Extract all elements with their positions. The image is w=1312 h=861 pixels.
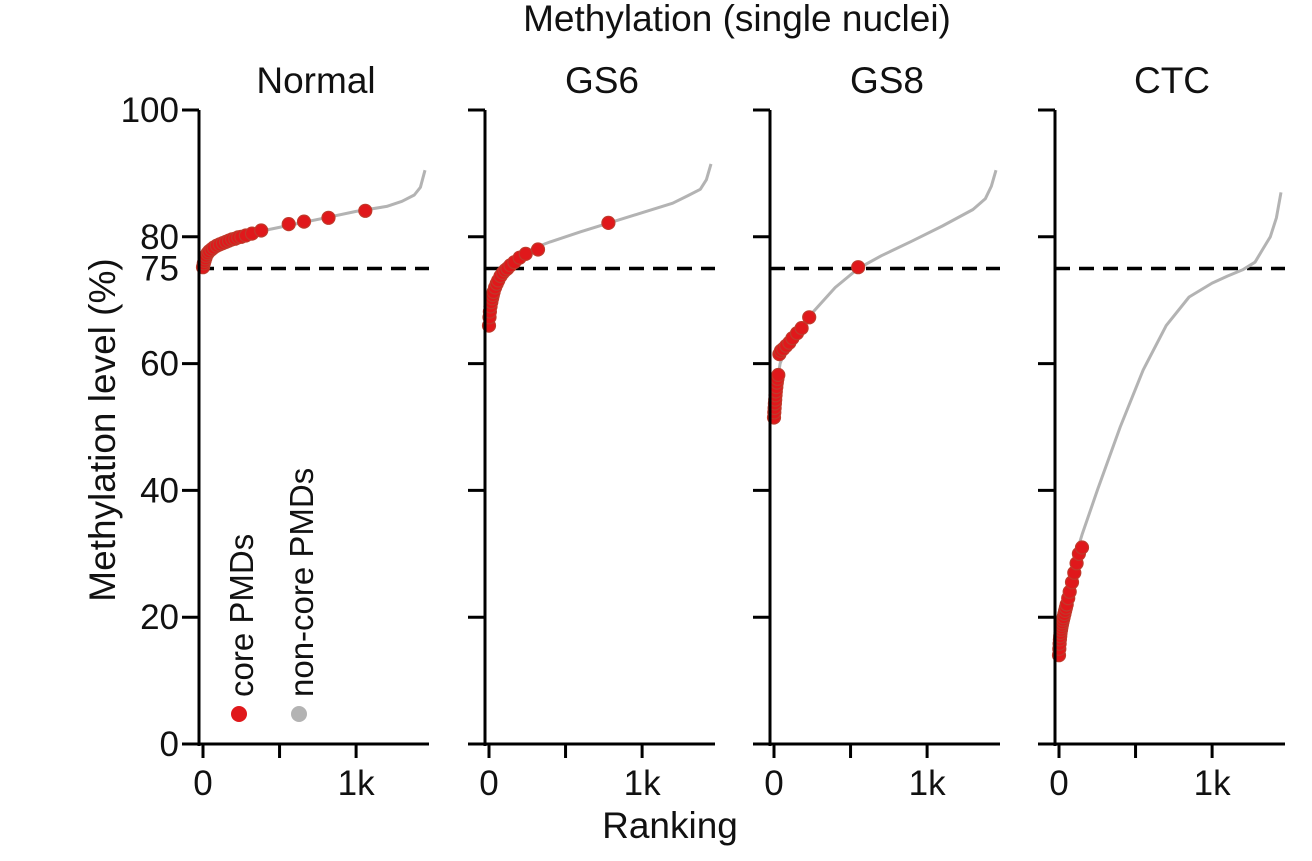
panel-title: Normal: [256, 60, 375, 101]
y-axis-label: Methylation level (%): [82, 258, 123, 601]
core-point: [601, 215, 616, 230]
y-tick-label: 100: [121, 91, 179, 130]
x-tick-label: 1k: [624, 764, 661, 803]
x-tick-label: 0: [764, 764, 783, 803]
core-point: [281, 217, 296, 232]
legend-core-marker: [231, 706, 247, 722]
panel-normal: Normal 0 20 40 60 80 100 75 0 1k: [121, 60, 429, 803]
y-tick-label: 20: [140, 598, 179, 637]
core-point: [321, 210, 336, 225]
panel-ctc: CTC 0 1k: [1038, 60, 1285, 803]
core-point: [851, 260, 866, 275]
x-tick-label: 0: [1049, 764, 1068, 803]
legend-noncore-marker: [291, 706, 307, 722]
core-point: [296, 214, 312, 229]
y-tick-label: 60: [140, 345, 179, 384]
core-point: [794, 321, 809, 336]
legend-core-label: core PMDs: [223, 534, 260, 697]
panel-title: CTC: [1134, 60, 1210, 101]
figure-title: Methylation (single nuclei): [523, 0, 951, 39]
noncore-curve: [1057, 192, 1283, 656]
core-point: [802, 310, 817, 325]
x-tick-label: 1k: [909, 764, 946, 803]
y-tick-label: 40: [140, 471, 179, 510]
x-tick-label: 0: [479, 764, 498, 803]
x-tick-label: 1k: [1194, 764, 1231, 803]
panel-gs6: GS6 0 1k: [468, 60, 715, 803]
x-axis-label: Ranking: [602, 805, 738, 846]
core-point: [518, 246, 533, 261]
core-point: [254, 223, 269, 238]
y-tick-label: 0: [160, 725, 179, 764]
legend: core PMDs non-core PMDs: [223, 468, 320, 722]
x-tick-label: 0: [193, 764, 212, 803]
panels: Normal 0 20 40 60 80 100 75 0 1k GS6 0 1k GS8 0 1k CTC 0 1…: [121, 60, 1285, 803]
core-point: [771, 367, 786, 383]
y-tick-label: 75: [140, 250, 179, 289]
panel-title: GS8: [850, 60, 924, 101]
noncore-curve: [772, 169, 998, 421]
core-point: [358, 203, 373, 218]
core-point: [530, 242, 546, 257]
core-point: [1074, 540, 1090, 555]
y-tick-label: 80: [140, 218, 179, 257]
legend-noncore-label: non-core PMDs: [283, 468, 320, 697]
noncore-curve: [201, 169, 427, 273]
x-tick-label: 1k: [338, 764, 375, 803]
panel-title: GS6: [565, 60, 639, 101]
panel-gs8: GS8 0 1k: [753, 60, 1000, 803]
